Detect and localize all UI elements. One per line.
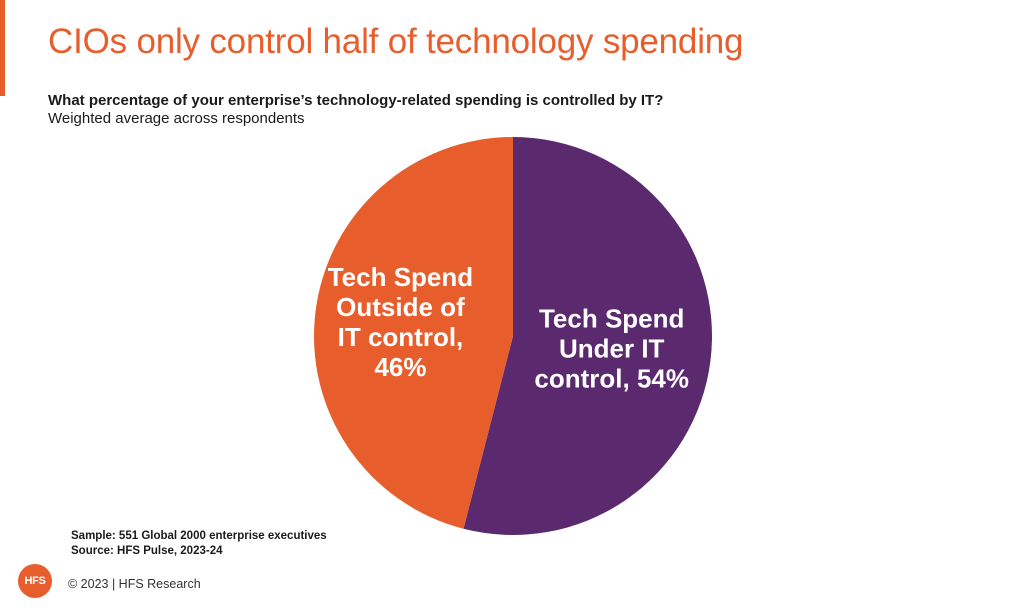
source-note: Source: HFS Pulse, 2023-24 — [71, 545, 223, 557]
pie-slice-label-line: Tech Spend — [539, 303, 684, 333]
sample-note: Sample: 551 Global 2000 enterprise execu… — [71, 530, 327, 542]
accent-bar — [0, 0, 5, 96]
pie-slice-label-line: 46% — [374, 352, 426, 382]
hfs-logo: HFS — [18, 564, 52, 598]
pie-slice-label-line: IT control, — [338, 322, 464, 352]
pie-slice-label-line: Tech Spend — [328, 262, 473, 292]
pie-slice-label-line: Outside of — [336, 292, 465, 322]
copyright-text: © 2023 | HFS Research — [68, 577, 201, 591]
pie-slice-label-line: control, 54% — [534, 363, 689, 393]
pie-slice-0 — [463, 137, 713, 535]
pie-slice-1 — [314, 137, 513, 529]
survey-question: What percentage of your enterprise’s tec… — [48, 92, 664, 109]
chart-subtitle: Weighted average across respondents — [48, 110, 305, 127]
pie-slice-label-0: Tech Spend Under IT control, 54% — [534, 303, 689, 393]
page-title: CIOs only control half of technology spe… — [48, 22, 744, 61]
pie-slice-label-1: Tech Spend Outside of IT control, 46% — [328, 262, 473, 382]
pie-slice-label-line: Under IT — [559, 333, 665, 363]
